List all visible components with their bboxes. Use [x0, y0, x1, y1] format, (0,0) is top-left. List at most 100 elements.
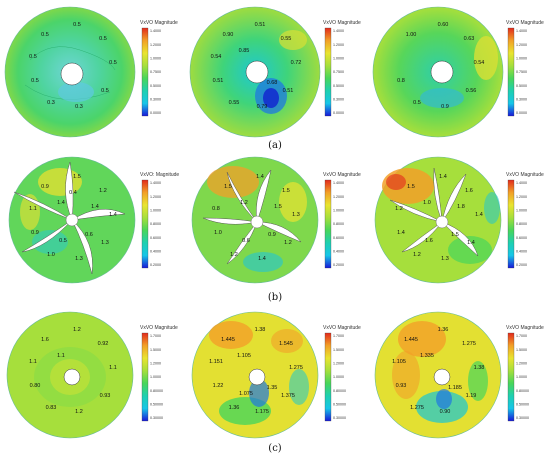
- colorbar: VxVO Magnitude 1.4000 1.2000 1.0000 0.7500 0.…: [506, 20, 544, 117]
- colorbar-tick-label: 0.0000: [150, 111, 161, 115]
- colorbar-tick-label: 0.6000: [150, 236, 161, 240]
- colorbar-title: VxVO Magnitude: [323, 172, 361, 178]
- contour-label: 1.275: [410, 405, 424, 411]
- colorbar-tick-label: 1.5000: [333, 348, 344, 352]
- colorbar-tick-label: 1.4000: [150, 29, 161, 33]
- contour-label: 1.6: [425, 238, 433, 244]
- colorbar-tick-label: 0.5000: [516, 84, 527, 88]
- contour-plot-c1: VxVO Magnitude 1.7000 1.5000 1.2000 1.0000 0.…: [6, 311, 178, 439]
- colorbar-title: VxVO Magnitude: [323, 20, 361, 26]
- contour-label: 0.63: [464, 36, 475, 42]
- contour-label: 0.8: [212, 206, 220, 212]
- contour-label: 0.5: [99, 36, 107, 42]
- contour-label: 0.9: [31, 230, 39, 236]
- colorbar-tick-label: 0.7500: [333, 70, 344, 74]
- colorbar-title: VxVO: Magnitude: [140, 172, 179, 178]
- contour-label: 1.36: [438, 327, 449, 333]
- contour-label: 1.185: [448, 385, 462, 391]
- colorbar-tick-label: 1.0000: [150, 375, 161, 379]
- contour-label: 0.55: [229, 100, 240, 106]
- colorbar-tick-label: 1.2000: [150, 195, 161, 199]
- colorbar-gradient: [507, 332, 515, 422]
- contour-label: 0.92: [98, 341, 109, 347]
- colorbar-tick-label: 1.2000: [150, 43, 161, 47]
- contour-label: 0.3: [47, 100, 55, 106]
- colorbar-gradient: [324, 332, 332, 422]
- colorbar-tick-label: 1.0000: [516, 375, 527, 379]
- contour-label: 1.1: [29, 359, 37, 365]
- panel-c1: VxVO Magnitude 1.7000 1.5000 1.2000 1.0000 0.…: [0, 305, 183, 439]
- contour-label: 0.56: [466, 88, 477, 94]
- contour-label: 1.2: [230, 252, 238, 258]
- contour-label: 1.4: [397, 230, 405, 236]
- colorbar-tick-label: 1.2000: [516, 43, 527, 47]
- contour-label: 0.5: [109, 60, 117, 66]
- colorbar-tick-label: 1.0000: [333, 375, 344, 379]
- colorbar-tick-label: 1.2000: [333, 43, 344, 47]
- impeller-blades-b1: [13, 161, 126, 275]
- contour-label: 0.54: [474, 60, 485, 66]
- contour-label: 0.93: [396, 383, 407, 389]
- colorbar-tick-label: 0.3000: [333, 98, 344, 102]
- panel-label-c: (c): [268, 443, 282, 454]
- colorbar-tick-label: 0.6000: [516, 236, 527, 240]
- contour-label: 1.2: [395, 206, 403, 212]
- contour-label: 1.105: [237, 353, 251, 359]
- contour-label: 0.51: [255, 22, 266, 28]
- colorbar-tick-label: 0.8000: [150, 222, 161, 226]
- colorbar: VxVO Magnitude 1.4000 1.2000 1.0000 0.8000 0.…: [506, 172, 544, 269]
- colorbar-tick-label: 1.0000: [516, 57, 527, 61]
- colorbar: VxVO Magnitude 1.7000 1.5000 1.2000 1.0000 0.…: [323, 325, 361, 422]
- contour-label: 0.5: [41, 32, 49, 38]
- contour-label: 0.3: [75, 104, 83, 110]
- contour-label: 1.4: [109, 212, 117, 218]
- colorbar-gradient: [141, 332, 149, 422]
- contour-label: 1.175: [255, 409, 269, 415]
- panel-b2: VxVO Magnitude 1.4000 1.2000 1.0000 0.8000 0.…: [183, 152, 366, 284]
- colorbar-tick-label: 1.2000: [516, 362, 527, 366]
- contour-label: 1.075: [239, 391, 253, 397]
- contour-label: 1.2: [73, 327, 81, 333]
- contour-label: 0.51: [213, 78, 224, 84]
- panel-b1: VxVO: Magnitude 1.4000 1.2000 1.0000 0.8000 0…: [0, 152, 183, 284]
- contour-label: 0.9: [41, 184, 49, 190]
- colorbar: VxVO Magnitude 1.4000 1.2000 1.0000 0.7500 0.…: [323, 20, 361, 117]
- colorbar-tick-label: 0.80000: [150, 389, 163, 393]
- contour-label: 1.335: [420, 353, 434, 359]
- contour-label: 1.445: [221, 337, 235, 343]
- contour-label: 1.35: [267, 385, 278, 391]
- contour-plot-c3: VxVO Magnitude 1.7000 1.5000 1.2000 1.0000 0.…: [374, 311, 544, 439]
- contour-label: 0.8: [397, 78, 405, 84]
- contour-label: 1.38: [474, 365, 485, 371]
- colorbar-title: VxVO Magnitude: [506, 325, 544, 331]
- contour-label: 0.6: [85, 232, 93, 238]
- contour-label: 1.2: [99, 188, 107, 194]
- contour-label: 0.90: [440, 409, 451, 415]
- contour-label: 0.9: [268, 232, 276, 238]
- contour-label: 0.72: [291, 60, 302, 66]
- contour-label: 0.5: [29, 54, 37, 60]
- colorbar-tick-label: 0.2000: [516, 263, 527, 267]
- colorbar: VxVO Magnitude 1.4000 1.2000 1.0000 0.8000 0.…: [323, 172, 361, 269]
- contour-label: 0.5: [101, 88, 109, 94]
- colorbar-tick-label: 1.4000: [150, 181, 161, 185]
- colorbar-tick-label: 0.8000: [516, 222, 527, 226]
- panel-c2: VxVO Magnitude 1.7000 1.5000 1.2000 1.0000 0.…: [183, 305, 366, 439]
- colorbar-tick-label: 1.4000: [516, 181, 527, 185]
- contour-label: 1.6: [465, 188, 473, 194]
- colorbar-tick-label: 1.7000: [333, 334, 344, 338]
- contour-label: 1.0: [214, 230, 222, 236]
- colorbar-tick-label: 1.4000: [333, 181, 344, 185]
- contour-label: 1.275: [462, 341, 476, 347]
- colorbar-tick-label: 0.6000: [333, 236, 344, 240]
- colorbar-gradient: [507, 27, 515, 117]
- colorbar-tick-label: 0.30000: [333, 416, 346, 420]
- colorbar-tick-label: 0.5000: [150, 84, 161, 88]
- contour-label: 0.9: [441, 104, 449, 110]
- contour-label: 1.00: [406, 32, 417, 38]
- colorbar-tick-label: 0.30000: [516, 416, 529, 420]
- colorbar-gradient: [324, 27, 332, 117]
- colorbar-tick-label: 1.2000: [333, 362, 344, 366]
- contour-label: 1.2: [284, 240, 292, 246]
- colorbar-tick-label: 0.30000: [150, 416, 163, 420]
